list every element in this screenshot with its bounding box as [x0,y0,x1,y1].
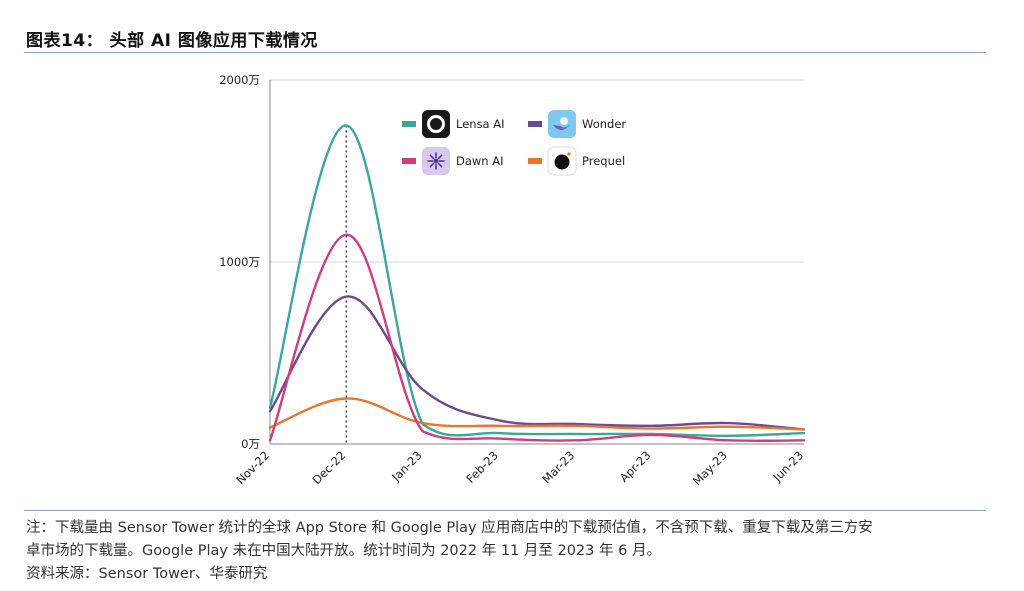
series-line-lensa-ai [268,124,806,438]
x-tick-label: Apr-23 [617,448,654,485]
legend-swatch [402,158,416,164]
bottom-divider [24,510,986,511]
figure-title: 图表14： 头部 AI 图像应用下载情况 [26,31,318,51]
legend-item-wonder: Wonder [528,110,626,138]
prequel-app-icon [547,146,577,176]
legend-label: Prequel [582,154,625,168]
footnotes: 注：下载量由 Sensor Tower 统计的全球 App Store 和 Go… [26,517,1006,586]
legend-label: Lensa AI [456,117,505,131]
legend-label: Dawn AI [456,154,504,168]
lensa-app-icon [422,110,450,138]
legend-swatch [528,121,542,127]
note-line-1: 注：下载量由 Sensor Tower 统计的全球 App Store 和 Go… [26,520,873,536]
y-tick-label: 2000万 [219,73,260,87]
x-tick-label: Feb-23 [463,448,501,486]
legend-item-dawn-ai: Dawn AI [402,147,504,175]
note-line-2: 卓市场的下载量。Google Play 未在中国大陆开放。统计时间为 2022 … [26,543,661,559]
legend-label: Wonder [582,117,626,131]
top-divider [24,52,986,53]
y-tick-label: 1000万 [219,255,260,269]
y-tick-label: 0万 [241,437,260,451]
legend-swatch [402,121,416,127]
x-tick-label: Jun-23 [770,448,807,485]
series-line-wonder [268,295,806,431]
x-tick-label: Jan-23 [388,448,424,484]
note-line-3: 资料来源：Sensor Tower、华泰研究 [26,566,268,582]
x-tick-label: Mar-23 [539,448,577,486]
axes [269,80,804,445]
x-tick-label: Dec-22 [309,448,348,487]
x-tick-labels: Nov-22 Dec-22 Jan-23 Feb-23 Mar-23 Apr-23 May-… [233,448,806,488]
legend-swatch [528,158,542,164]
wonder-app-icon [548,110,576,138]
legend: Lensa AI Dawn AI Wonder Prequel [402,110,626,176]
legend-item-lensa-ai: Lensa AI [402,110,505,138]
legend-item-prequel: Prequel [528,146,625,176]
x-tick-label: May-23 [690,448,730,488]
series-line-dawn-ai [268,233,806,442]
series-lines [268,124,806,442]
dawn-app-icon [422,147,450,175]
x-tick-label: Nov-22 [233,448,272,487]
y-tick-labels: 0万 1000万 2000万 [219,73,260,451]
grid-lines [270,79,804,263]
series-line-prequel [268,397,806,431]
